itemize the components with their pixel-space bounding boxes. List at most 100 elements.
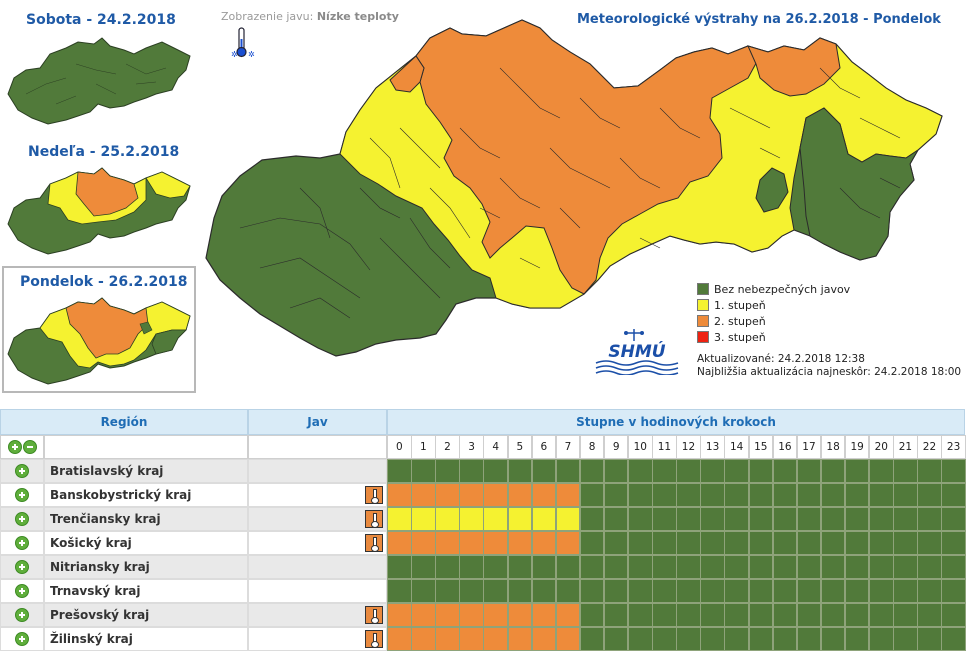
hour-level-cell xyxy=(676,555,701,579)
low-temperature-icon[interactable] xyxy=(365,606,383,624)
hour-level-cell xyxy=(748,459,774,483)
hour-level-cell xyxy=(507,507,533,531)
hour-level-cell xyxy=(748,603,774,627)
hour-level-cell xyxy=(459,531,484,555)
hour-level-cell xyxy=(531,579,557,603)
hour-level-cell xyxy=(724,507,749,531)
hour-header-cell: 20 xyxy=(869,435,894,459)
hour-level-cell xyxy=(676,459,701,483)
hour-level-cell xyxy=(772,459,798,483)
hour-level-cell xyxy=(893,507,918,531)
hour-level-cell xyxy=(820,531,846,555)
day-title-monday[interactable]: Pondelok - 26.2.2018 xyxy=(20,274,188,290)
mini-map-saturday[interactable] xyxy=(6,34,192,126)
hour-level-cell xyxy=(748,579,774,603)
hour-level-cell xyxy=(603,531,629,555)
hour-level-cell xyxy=(772,627,798,651)
hour-level-cell xyxy=(507,459,533,483)
expand-row-icon[interactable] xyxy=(15,512,29,526)
hour-level-cell xyxy=(387,459,412,483)
hour-level-cell xyxy=(531,531,557,555)
hour-header-cell: 7 xyxy=(555,435,581,459)
legend-item-none: Bez nebezpečných javov xyxy=(697,281,850,297)
hour-level-cell xyxy=(483,507,508,531)
main-map-slovakia[interactable] xyxy=(200,8,952,360)
region-name[interactable]: Banskobystrický kraj xyxy=(44,483,248,507)
hour-level-cell xyxy=(483,555,508,579)
low-temperature-icon[interactable] xyxy=(365,486,383,504)
hour-level-cell xyxy=(411,627,436,651)
region-name[interactable]: Bratislavský kraj xyxy=(44,459,248,483)
hour-level-cell xyxy=(435,627,460,651)
region-name[interactable]: Košický kraj xyxy=(44,531,248,555)
mini-map-monday[interactable] xyxy=(6,294,192,386)
expand-row-icon[interactable] xyxy=(15,560,29,574)
hour-level-cell xyxy=(893,531,918,555)
expand-row-icon[interactable] xyxy=(15,608,29,622)
region-name[interactable]: Nitriansky kraj xyxy=(44,555,248,579)
expand-row-icon[interactable] xyxy=(15,464,29,478)
hour-level-cell xyxy=(411,603,436,627)
region-name[interactable]: Trnavský kraj xyxy=(44,579,248,603)
hour-level-cell xyxy=(676,579,701,603)
hour-level-cell xyxy=(844,531,870,555)
header-steps: Stupne v hodinových krokoch xyxy=(387,409,965,435)
hour-level-cell xyxy=(700,459,725,483)
hour-header-cell: 3 xyxy=(459,435,484,459)
region-name[interactable]: Trenčiansky kraj xyxy=(44,507,248,531)
hour-level-cell xyxy=(772,555,798,579)
hour-level-cell xyxy=(579,555,605,579)
expand-row-icon[interactable] xyxy=(15,488,29,502)
hour-level-cell xyxy=(435,483,460,507)
hour-level-cell xyxy=(941,555,966,579)
hour-level-cell xyxy=(724,627,749,651)
hour-level-cell xyxy=(796,603,822,627)
jav-cell xyxy=(248,507,387,531)
hour-level-cell xyxy=(796,483,822,507)
legend-label: 1. stupeň xyxy=(714,298,766,312)
hour-level-cell xyxy=(652,627,677,651)
hour-level-cell xyxy=(676,627,701,651)
row-expand-cell xyxy=(0,507,44,531)
expand-row-icon[interactable] xyxy=(15,632,29,646)
hour-level-cell xyxy=(507,603,533,627)
hour-level-cell xyxy=(411,483,436,507)
hour-header-cell: 16 xyxy=(772,435,798,459)
hour-level-cell xyxy=(700,531,725,555)
hour-level-cell xyxy=(507,579,533,603)
hour-level-cell xyxy=(844,603,870,627)
hour-level-cell xyxy=(893,555,918,579)
hour-level-cell xyxy=(844,483,870,507)
mini-map-sunday[interactable] xyxy=(6,164,192,256)
low-temperature-icon[interactable] xyxy=(365,510,383,528)
day-title-saturday[interactable]: Sobota - 24.2.2018 xyxy=(26,12,176,28)
legend-swatch-green xyxy=(697,283,709,295)
hour-level-cell xyxy=(820,627,846,651)
hour-level-cell xyxy=(628,603,653,627)
expand-row-icon[interactable] xyxy=(15,536,29,550)
hour-level-cell xyxy=(531,627,557,651)
hour-level-cell xyxy=(555,459,581,483)
day-title-sunday[interactable]: Nedeľa - 25.2.2018 xyxy=(28,144,180,160)
hour-level-cell xyxy=(507,531,533,555)
expand-row-icon[interactable] xyxy=(15,584,29,598)
region-name[interactable]: Prešovský kraj xyxy=(44,603,248,627)
hour-level-cell xyxy=(820,483,846,507)
collapse-all-icon[interactable] xyxy=(22,440,37,454)
hour-level-cell xyxy=(603,507,629,531)
hour-level-cell xyxy=(579,627,605,651)
hour-level-cell xyxy=(387,531,412,555)
hour-level-cell xyxy=(507,483,533,507)
hour-level-cell xyxy=(411,507,436,531)
expand-all-icon[interactable] xyxy=(7,440,22,454)
low-temperature-icon[interactable] xyxy=(365,534,383,552)
hour-level-cell xyxy=(772,483,798,507)
hour-level-cell xyxy=(893,483,918,507)
hour-level-cell xyxy=(459,555,484,579)
row-expand-cell xyxy=(0,579,44,603)
hour-level-cell xyxy=(941,483,966,507)
low-temperature-icon[interactable] xyxy=(365,630,383,648)
hour-header-cell: 23 xyxy=(941,435,966,459)
region-name[interactable]: Žilinský kraj xyxy=(44,627,248,651)
hour-header-cell: 13 xyxy=(700,435,725,459)
